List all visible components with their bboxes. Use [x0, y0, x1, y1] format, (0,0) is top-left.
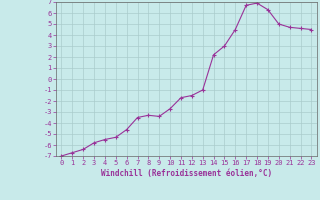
X-axis label: Windchill (Refroidissement éolien,°C): Windchill (Refroidissement éolien,°C) — [101, 169, 272, 178]
